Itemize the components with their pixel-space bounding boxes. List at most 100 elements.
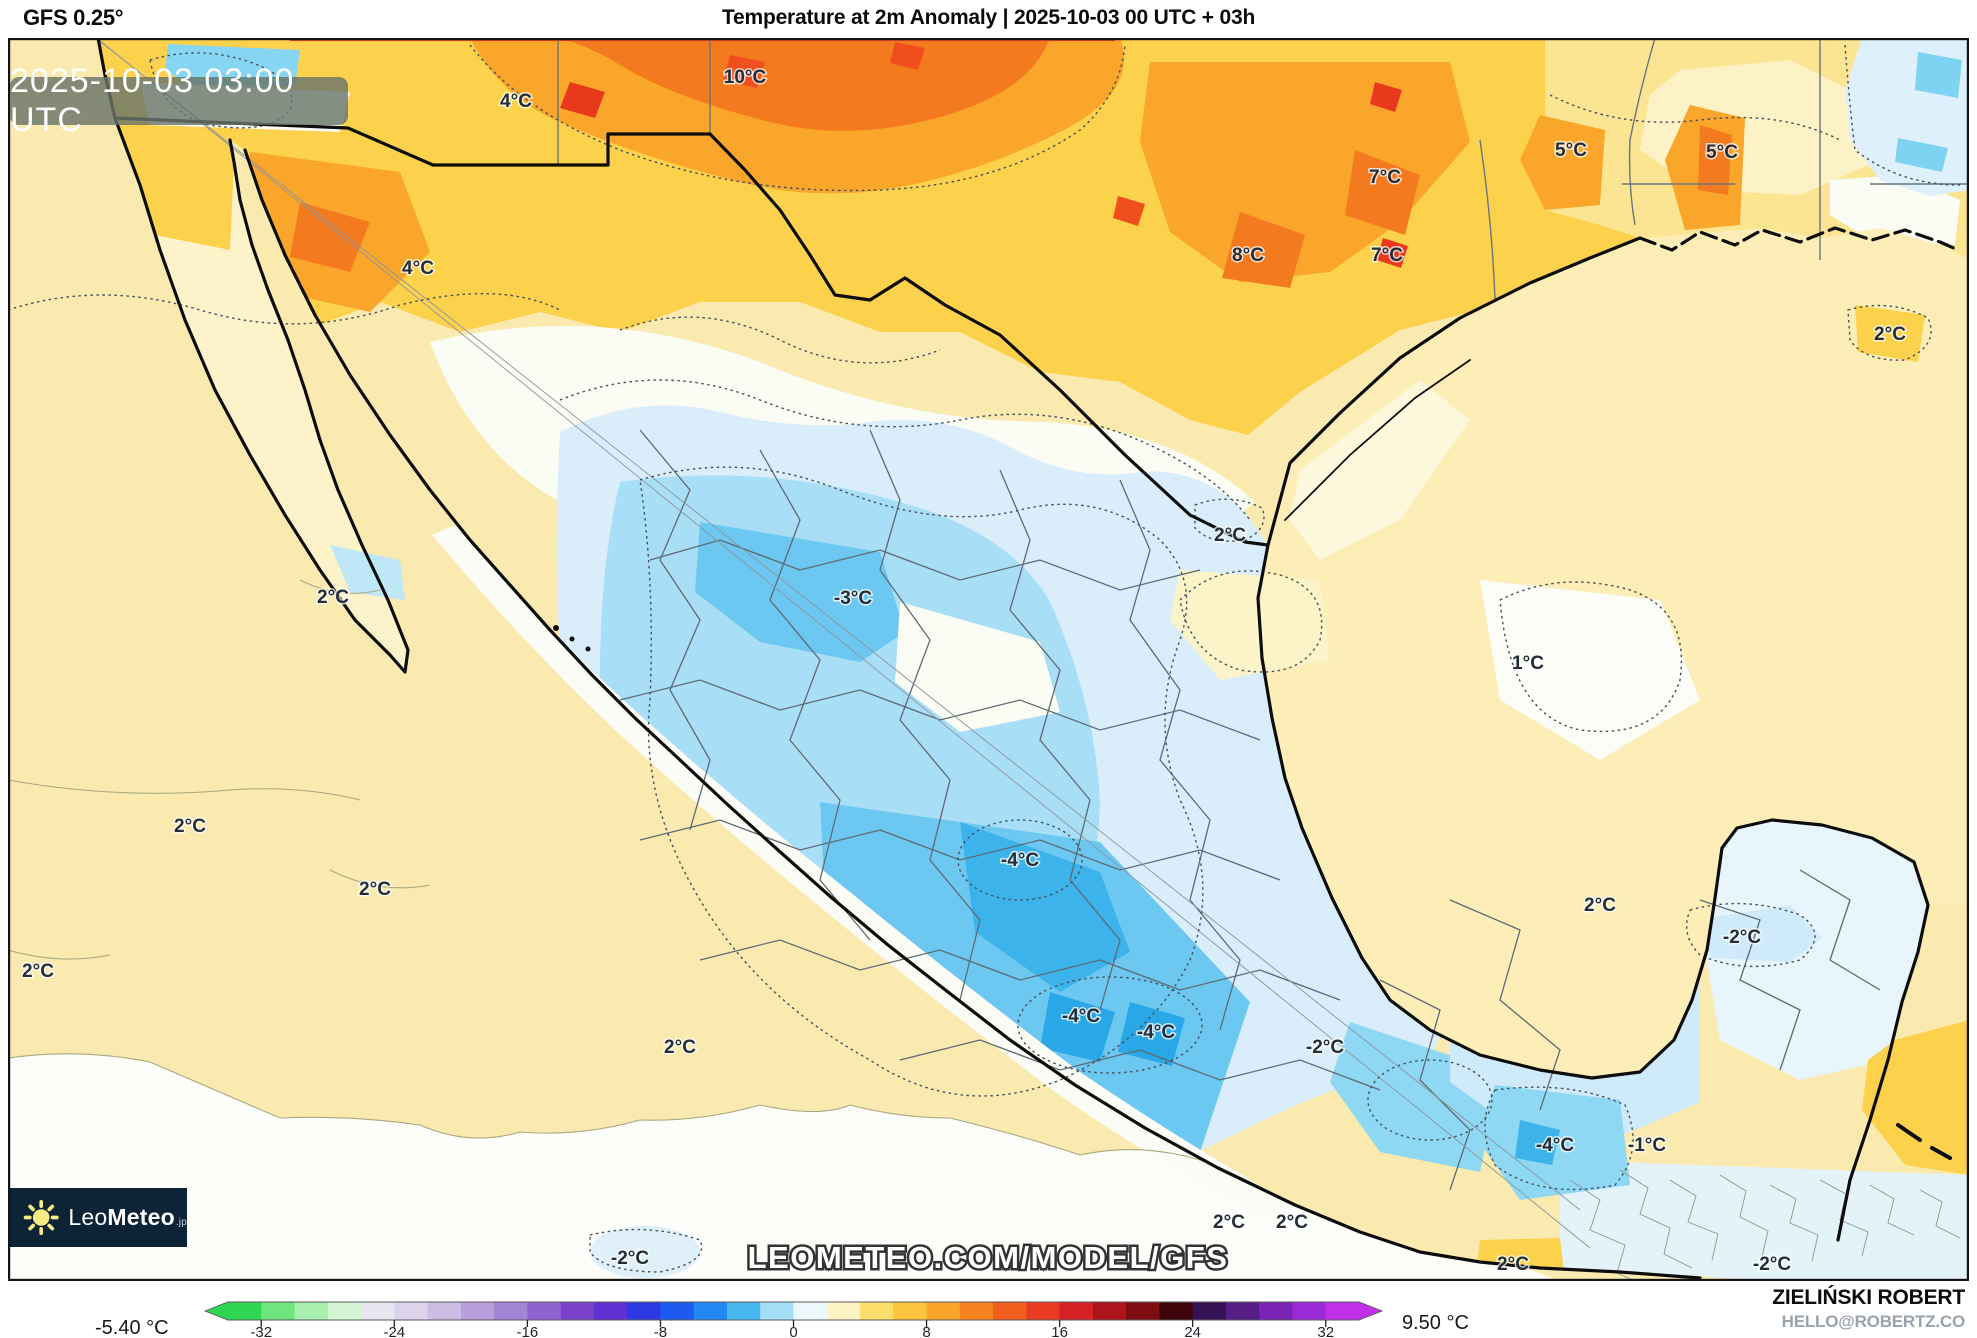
red-speck-4	[1370, 82, 1402, 112]
temp-label: 2°C	[22, 961, 54, 982]
baja-north-warm	[115, 118, 234, 250]
atl-cyan-1	[1915, 52, 1962, 98]
temp-label: -2°C	[611, 1248, 649, 1269]
temp-label: 2°C	[359, 879, 391, 900]
gulf-yellow-2c	[1855, 305, 1925, 362]
author-name: ZIELIŃSKI ROBERT	[1772, 1286, 1965, 1309]
logo-text: LeoMeteo.jp	[68, 1204, 187, 1230]
red-speck-3	[890, 42, 925, 70]
gulf-white-1	[1480, 580, 1700, 760]
ocean-contours	[8, 579, 1296, 1206]
orange-5c-1	[1520, 115, 1605, 210]
temp-label: -4°C	[1137, 1022, 1175, 1043]
gulf-pale-1	[1290, 380, 1470, 560]
temp-label: -2°C	[1753, 1254, 1791, 1275]
temp-label: 10°C	[724, 67, 767, 88]
attribution: ZIELIŃSKI ROBERT HELLO@ROBERTZ.CO	[1772, 1286, 1966, 1331]
map-border	[8, 38, 1969, 1281]
colorbar-min-value: -5.40 °C	[95, 1317, 169, 1338]
temp-label: -1°C	[1628, 1135, 1666, 1156]
ocean-blue-blob	[590, 1226, 700, 1278]
temp-label: 2°C	[1874, 324, 1906, 345]
sun-icon	[23, 1199, 59, 1236]
red-speck-1	[560, 82, 605, 118]
islands	[553, 625, 591, 652]
baja-land	[115, 118, 408, 672]
page-title: Temperature at 2m Anomaly | 2025-10-03 0…	[721, 6, 1256, 29]
temp-label: -2°C	[1306, 1037, 1344, 1058]
deep-cyan-3	[1118, 1002, 1185, 1066]
svg-text:-24: -24	[383, 1324, 405, 1338]
coast-white-strip	[432, 525, 1285, 1222]
map-canvas: 4°C 10°C 4°C 7°C 5°C 5°C 8°C 7°C 2°C 2°C 2°C -3°C 1°…	[8, 38, 1969, 1281]
svg-text:0: 0	[789, 1324, 797, 1338]
temp-label: -4°C	[1001, 850, 1039, 871]
mx-state-lines	[619, 429, 1881, 1191]
leometeo-logo: LeoMeteo.jp	[10, 1188, 187, 1247]
chiapas-deep	[1515, 1120, 1560, 1165]
temp-label: 4°C	[402, 258, 434, 279]
colorbar-ticks: -32 -24 -16 -8 0 8 16 24 32	[250, 1320, 1334, 1338]
honduras-region	[1560, 1160, 1969, 1281]
contour-lines	[8, 44, 1961, 1273]
orange-core-left	[290, 202, 370, 272]
louisiana-coast	[1638, 226, 1960, 252]
temp-label: 2°C	[1497, 1254, 1529, 1275]
temp-label: 1°C	[1512, 653, 1544, 674]
pacific-coast	[243, 148, 1702, 1280]
white-inset	[895, 602, 1060, 732]
warm-band	[8, 38, 1969, 435]
temp-label: -2°C	[1723, 927, 1761, 948]
colorbar: -32 -24 -16 -8 0 8 16 24 32	[203, 1301, 1384, 1338]
temp-label: 2°C	[317, 587, 349, 608]
orange-5c-core	[1698, 125, 1732, 195]
temp-label: 7°C	[1371, 245, 1403, 266]
temp-label: -3°C	[834, 588, 872, 609]
temp-label: 2°C	[174, 816, 206, 837]
temp-label: 8°C	[1232, 245, 1264, 266]
watermark: LEOMETEO.COM/MODEL/GFS	[748, 1240, 1229, 1275]
temp-label: 2°C	[1276, 1212, 1308, 1233]
baja-blue-spot	[330, 545, 405, 600]
red-speck-2	[723, 55, 765, 88]
red-speck-6	[1113, 196, 1145, 226]
colorbar-max-value: 9.50 °C	[1402, 1312, 1469, 1334]
temp-label: 4°C	[500, 91, 532, 112]
us-state-lines	[557, 38, 1969, 301]
gulf-pale-2	[1170, 570, 1330, 680]
model-label: GFS 0.25°	[23, 5, 124, 30]
svg-text:-32: -32	[250, 1324, 272, 1338]
barrier-islands	[1284, 359, 1471, 521]
svg-text:-16: -16	[517, 1324, 539, 1338]
svg-text:-8: -8	[654, 1324, 667, 1338]
temp-label: -4°C	[1536, 1135, 1574, 1156]
temp-label: 2°C	[1584, 895, 1616, 916]
texas-coast	[1266, 236, 1642, 547]
orange-core-top	[560, 38, 1050, 131]
deep-cyan-2	[1040, 992, 1115, 1062]
mexico-gulf-coast	[1256, 543, 1930, 1242]
ocean-white	[8, 1053, 1560, 1281]
atl-cyan-2	[1895, 138, 1948, 172]
svg-text:24: 24	[1184, 1324, 1201, 1338]
temp-label: -4°C	[1062, 1006, 1100, 1027]
author-contact: HELLO@ROBERTZ.CO	[1781, 1311, 1966, 1331]
deep-cyan-1	[960, 822, 1130, 992]
orange-core-right1	[1222, 212, 1305, 288]
svg-text:32: 32	[1317, 1324, 1334, 1338]
contour-labels: 4°C 10°C 4°C 7°C 5°C 5°C 8°C 7°C 2°C 2°C 2°C -3°C 1°…	[21, 66, 1908, 1277]
orange-core-right2	[1345, 150, 1420, 235]
baja-coast	[113, 116, 410, 674]
timestamp-overlay: 2025-10-03 03:00 UTC	[10, 62, 348, 139]
temp-label: 7°C	[1369, 167, 1401, 188]
temp-label: 2°C	[1214, 525, 1246, 546]
svg-text:16: 16	[1051, 1324, 1068, 1338]
svg-text:8: 8	[922, 1324, 930, 1338]
temp-label: 5°C	[1555, 140, 1587, 161]
colorbar-gradient	[203, 1301, 1384, 1321]
temp-label: 2°C	[664, 1037, 696, 1058]
anomaly-map: 4°C 10°C 4°C 7°C 5°C 5°C 8°C 7°C 2°C 2°C 2°C -3°C 1°…	[8, 38, 1969, 1281]
temp-label: 5°C	[1706, 142, 1738, 163]
pacific-water	[8, 38, 1760, 1281]
